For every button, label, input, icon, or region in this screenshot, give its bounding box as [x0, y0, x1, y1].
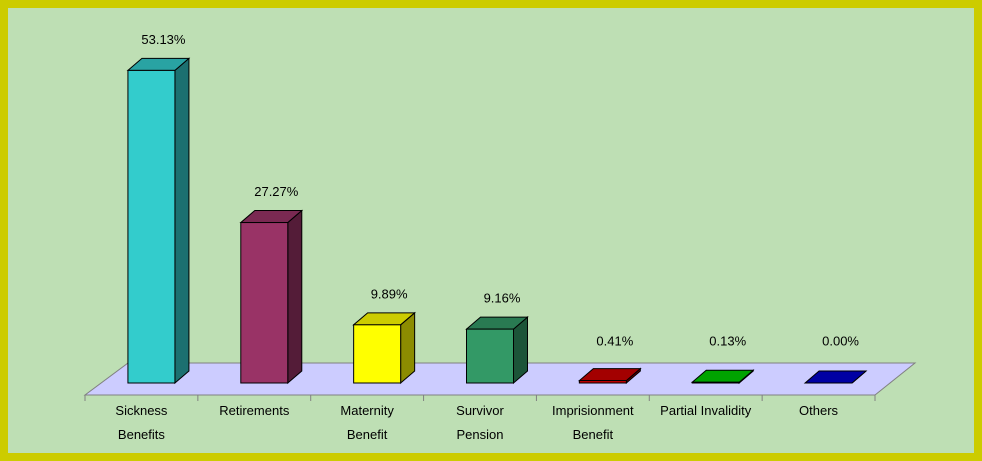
value-label: 53.13%: [141, 32, 186, 47]
x-tick-label: Others: [799, 403, 839, 418]
value-label: 9.89%: [371, 286, 408, 301]
x-tick-label: Retirements: [219, 403, 290, 418]
bar: [353, 324, 402, 384]
bar-side: [174, 57, 190, 385]
value-label: 0.41%: [596, 333, 633, 348]
bar: [578, 380, 627, 384]
bar: [466, 328, 514, 384]
value-label: 9.16%: [484, 291, 521, 306]
bar-top: [803, 370, 868, 384]
value-label: 27.27%: [254, 184, 299, 199]
value-label: 0.13%: [709, 333, 746, 348]
x-tick-label: Survivor Pension: [456, 403, 504, 442]
bar-side: [287, 209, 303, 385]
bar: [127, 69, 176, 384]
value-label: 0.00%: [822, 333, 859, 348]
bar: [240, 222, 289, 384]
x-tick-label: Sickness Benefits: [115, 403, 168, 442]
bar: [691, 381, 740, 384]
x-tick-label: Imprisionment Benefit: [552, 403, 634, 442]
x-tick-label: Maternity Benefit: [340, 403, 394, 442]
x-tick-label: Partial Invalidity: [660, 403, 752, 418]
